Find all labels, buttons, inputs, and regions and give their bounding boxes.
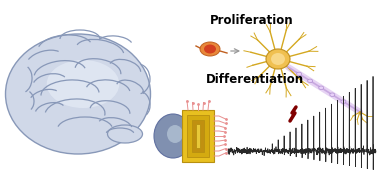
- Ellipse shape: [107, 125, 143, 143]
- FancyBboxPatch shape: [192, 120, 204, 152]
- FancyBboxPatch shape: [182, 110, 214, 162]
- Ellipse shape: [319, 86, 324, 90]
- FancyBboxPatch shape: [196, 124, 200, 148]
- Ellipse shape: [271, 53, 285, 65]
- Ellipse shape: [330, 93, 335, 96]
- Ellipse shape: [341, 100, 346, 103]
- Ellipse shape: [167, 125, 183, 143]
- Text: Proliferation: Proliferation: [210, 14, 294, 27]
- Ellipse shape: [6, 34, 150, 154]
- Ellipse shape: [266, 49, 290, 69]
- Ellipse shape: [308, 79, 313, 83]
- Text: Differentiation: Differentiation: [206, 73, 304, 86]
- Polygon shape: [290, 107, 296, 121]
- Ellipse shape: [47, 60, 119, 108]
- Ellipse shape: [297, 72, 302, 76]
- Ellipse shape: [154, 114, 192, 158]
- Ellipse shape: [200, 42, 220, 56]
- FancyBboxPatch shape: [187, 115, 209, 157]
- Ellipse shape: [204, 45, 216, 54]
